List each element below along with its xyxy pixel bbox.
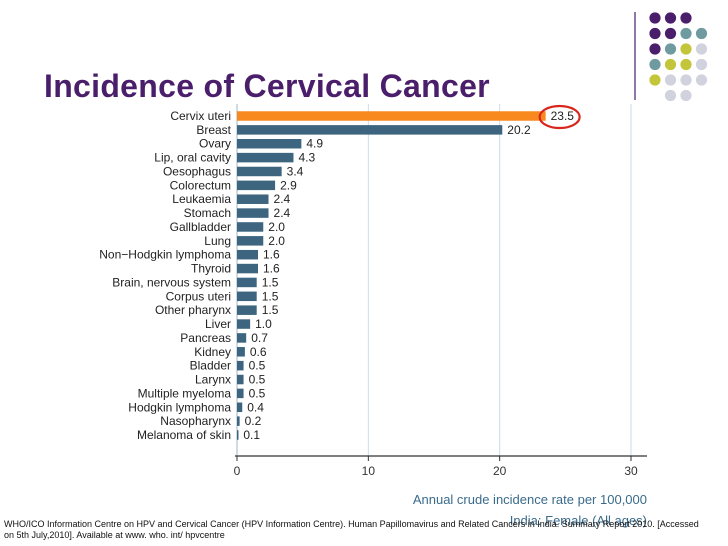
bar-21 <box>237 402 243 413</box>
value-label-7: 2.4 <box>274 206 291 220</box>
bar-23 <box>237 430 239 440</box>
category-label-18: Bladder <box>190 359 231 373</box>
value-label-22: 0.2 <box>245 414 262 428</box>
category-label-23: Melanoma of skin <box>137 428 231 442</box>
value-label-18: 0.5 <box>249 359 266 373</box>
value-label-10: 1.6 <box>263 248 280 262</box>
x-tick-label-20: 20 <box>493 464 507 478</box>
category-label-19: Larynx <box>195 373 231 387</box>
bar-9 <box>237 236 264 246</box>
bar-3 <box>237 152 294 163</box>
category-label-14: Other pharynx <box>155 303 231 317</box>
value-label-13: 1.5 <box>262 289 279 303</box>
source-line-2: on 5th July,2010]. Available at www. who… <box>4 530 225 540</box>
bar-17 <box>237 347 245 357</box>
bar-20 <box>237 388 244 399</box>
bars <box>237 111 546 440</box>
value-label-20: 0.5 <box>249 386 266 400</box>
category-label-0: Cervix uteri <box>170 109 231 123</box>
value-label-12: 1.5 <box>262 275 279 289</box>
bar-18 <box>237 360 244 371</box>
x-axis-title: Annual crude incidence rate per 100,000 <box>413 492 647 507</box>
category-label-6: Leukaemia <box>172 192 231 206</box>
bar-7 <box>237 208 269 218</box>
bar-13 <box>237 291 257 302</box>
slide-title: Incidence of Cervical Cancer <box>44 68 490 104</box>
value-label-2: 4.9 <box>306 137 323 151</box>
category-label-10: Non−Hodgkin lymphoma <box>99 248 231 262</box>
x-axis: 0 10 20 30 <box>234 455 647 478</box>
highlight-circle <box>538 104 581 130</box>
source-line-1: WHO/ICO Information Centre on HPV and Ce… <box>4 519 699 529</box>
highlight <box>538 104 581 130</box>
category-label-21: Hodgkin lymphoma <box>128 400 231 414</box>
source-citation: WHO/ICO Information Centre on HPV and Ce… <box>4 519 726 541</box>
category-label-13: Corpus uteri <box>166 289 231 303</box>
bar-0 <box>237 111 546 121</box>
value-label-0: 23.5 <box>551 109 575 123</box>
value-label-3: 4.3 <box>298 151 315 165</box>
value-label-17: 0.6 <box>250 345 267 359</box>
category-label-20: Multiple myeloma <box>138 386 232 400</box>
category-label-15: Liver <box>205 317 231 331</box>
bar-16 <box>237 333 247 343</box>
value-label-5: 2.9 <box>280 178 297 192</box>
value-label-6: 2.4 <box>274 192 291 206</box>
bar-12 <box>237 277 257 288</box>
bar-6 <box>237 194 269 204</box>
category-label-1: Breast <box>196 123 231 137</box>
value-label-14: 1.5 <box>262 303 279 317</box>
value-label-15: 1.0 <box>255 317 272 331</box>
chart-subtitle: India: Female (All ages) <box>510 513 647 528</box>
bar-15 <box>237 319 251 329</box>
value-label-23: 0.1 <box>243 428 260 442</box>
category-label-7: Stomach <box>184 206 231 220</box>
category-label-2: Ovary <box>199 137 231 151</box>
x-tick-label-10: 10 <box>362 464 376 478</box>
value-label-8: 2.0 <box>268 220 285 234</box>
x-tick-label-0: 0 <box>234 464 241 478</box>
category-label-8: Gallbladder <box>170 220 231 234</box>
value-label-16: 0.7 <box>251 331 268 345</box>
bar-8 <box>237 222 264 232</box>
category-label-22: Nasopharynx <box>160 414 231 428</box>
value-label-9: 2.0 <box>268 234 285 248</box>
bar-4 <box>237 166 282 177</box>
value-label-19: 0.5 <box>249 373 266 387</box>
bar-5 <box>237 180 276 191</box>
category-label-9: Lung <box>204 234 231 248</box>
bar-19 <box>237 374 244 385</box>
category-label-12: Brain, nervous system <box>112 275 231 289</box>
category-label-11: Thyroid <box>191 262 231 276</box>
value-label-11: 1.6 <box>263 262 280 276</box>
bar-1 <box>237 125 503 135</box>
gridlines <box>236 104 632 456</box>
bar-10 <box>237 249 259 260</box>
x-tick-label-30: 30 <box>624 464 638 478</box>
category-label-4: Oesophagus <box>163 164 231 178</box>
bar-2 <box>237 138 302 149</box>
category-label-3: Lip, oral cavity <box>154 151 231 165</box>
category-label-17: Kidney <box>194 345 231 359</box>
bar-11 <box>237 263 259 274</box>
bar-14 <box>237 305 257 315</box>
category-label-16: Pancreas <box>180 331 231 345</box>
category-label-5: Colorectum <box>170 178 231 192</box>
value-label-4: 3.4 <box>287 164 304 178</box>
bar-22 <box>237 416 240 426</box>
value-label-1: 20.2 <box>507 123 531 137</box>
value-labels: 23.520.24.94.33.42.92.42.42.02.01.61.61.… <box>243 109 574 442</box>
value-label-21: 0.4 <box>247 400 264 414</box>
